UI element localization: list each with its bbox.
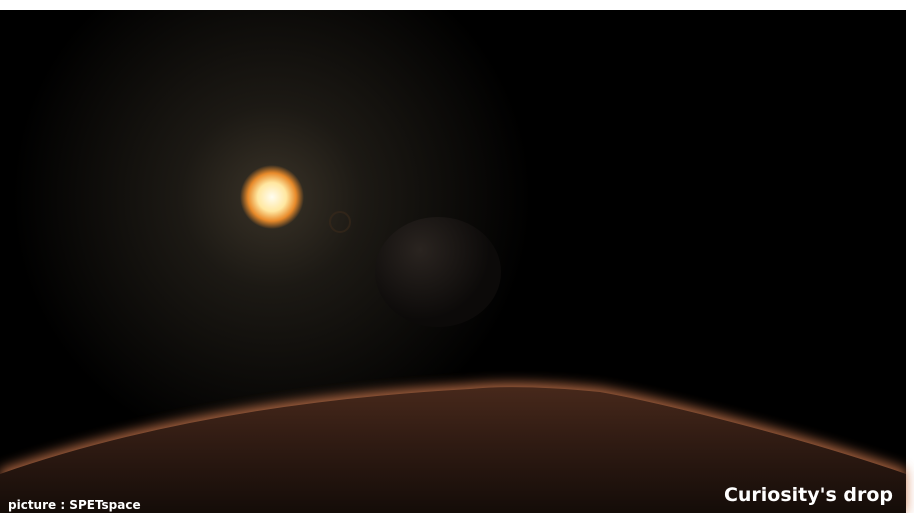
caption: Curiosity's drop (724, 484, 893, 506)
capsule (375, 217, 501, 327)
sun (240, 165, 304, 229)
planet-surface (0, 387, 906, 513)
lens-flare (329, 211, 351, 233)
credit: picture : SPETspace (8, 498, 141, 512)
